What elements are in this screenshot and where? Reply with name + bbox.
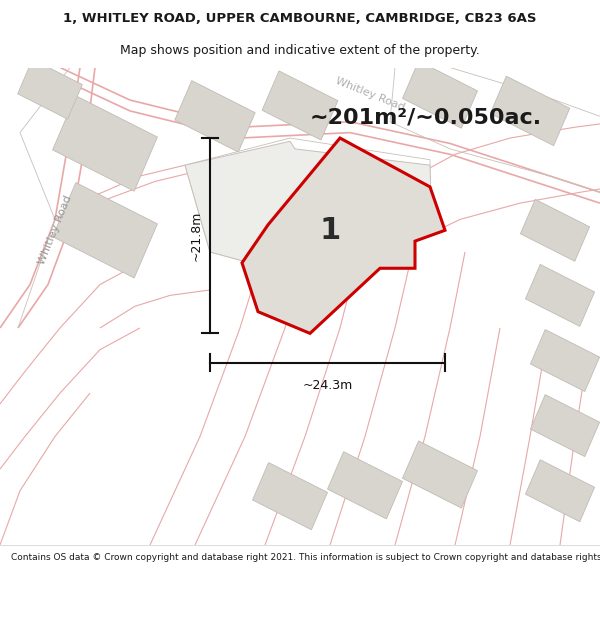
Text: 1: 1 — [319, 216, 341, 245]
Polygon shape — [526, 460, 595, 522]
Polygon shape — [185, 141, 432, 268]
Polygon shape — [262, 71, 338, 140]
Polygon shape — [490, 76, 570, 146]
Text: ~21.8m: ~21.8m — [190, 211, 203, 261]
Polygon shape — [526, 264, 595, 326]
Polygon shape — [175, 81, 255, 152]
Polygon shape — [520, 199, 590, 261]
Text: 1, WHITLEY ROAD, UPPER CAMBOURNE, CAMBRIDGE, CB23 6AS: 1, WHITLEY ROAD, UPPER CAMBOURNE, CAMBRI… — [63, 12, 537, 26]
Text: Whitley Road: Whitley Road — [334, 76, 406, 113]
Text: Whitley Road: Whitley Road — [37, 194, 73, 266]
Polygon shape — [530, 329, 599, 391]
Polygon shape — [328, 452, 403, 519]
Polygon shape — [403, 61, 478, 128]
Text: Contains OS data © Crown copyright and database right 2021. This information is : Contains OS data © Crown copyright and d… — [11, 553, 600, 562]
Polygon shape — [530, 394, 599, 457]
Polygon shape — [53, 96, 157, 191]
Polygon shape — [53, 182, 157, 278]
Text: ~201m²/~0.050ac.: ~201m²/~0.050ac. — [310, 107, 542, 127]
Polygon shape — [242, 138, 445, 333]
Polygon shape — [17, 59, 82, 119]
Polygon shape — [253, 462, 328, 530]
Text: ~24.3m: ~24.3m — [302, 379, 353, 392]
Text: Map shows position and indicative extent of the property.: Map shows position and indicative extent… — [120, 44, 480, 57]
Polygon shape — [403, 441, 478, 508]
